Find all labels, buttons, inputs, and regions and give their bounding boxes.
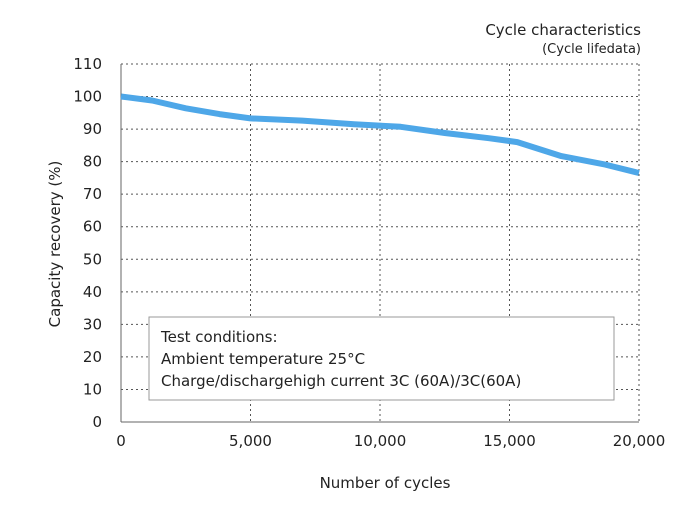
x-tick-label: 5,000 (229, 432, 272, 450)
x-tick-label: 15,000 (483, 432, 536, 450)
y-tick-label: 80 (83, 153, 102, 171)
y-tick-label: 50 (83, 250, 102, 268)
x-tick-labels: 0 5,000 10,000 15,000 20,000 (116, 432, 665, 450)
y-tick-label: 20 (83, 348, 102, 366)
test-conditions-line-3: Charge/dischargehigh current 3C (60A)/3C… (161, 372, 521, 390)
y-tick-label: 110 (73, 55, 102, 73)
x-tick-label: 20,000 (613, 432, 666, 450)
data-series (120, 93, 640, 176)
y-tick-label: 40 (83, 283, 102, 301)
y-tick-label: 30 (83, 315, 102, 333)
y-tick-label: 100 (73, 88, 102, 106)
chart-subtitle: (Cycle lifedata) (542, 42, 641, 57)
chart-title: Cycle characteristics (485, 21, 641, 39)
y-tick-labels: 0 10 20 30 40 50 60 70 80 90 100 110 (73, 55, 102, 431)
y-tick-label: 90 (83, 120, 102, 138)
x-tick-label: 10,000 (354, 432, 407, 450)
y-tick-label: 70 (83, 185, 102, 203)
test-conditions-frame (148, 316, 615, 401)
test-conditions-line-1: Test conditions: (160, 328, 278, 346)
x-axis-label: Number of cycles (320, 474, 451, 492)
test-conditions-line-2: Ambient temperature 25°C (161, 350, 365, 368)
test-conditions-box: Test conditions: Ambient temperature 25°… (148, 316, 615, 401)
y-tick-label: 0 (92, 413, 102, 431)
y-tick-label: 60 (83, 218, 102, 236)
axes (120, 64, 639, 423)
series-line-0 (120, 93, 640, 176)
y-axis-label: Capacity recovery (%) (46, 161, 64, 328)
x-tick-label: 0 (116, 432, 126, 450)
y-tick-label: 10 (83, 380, 102, 398)
